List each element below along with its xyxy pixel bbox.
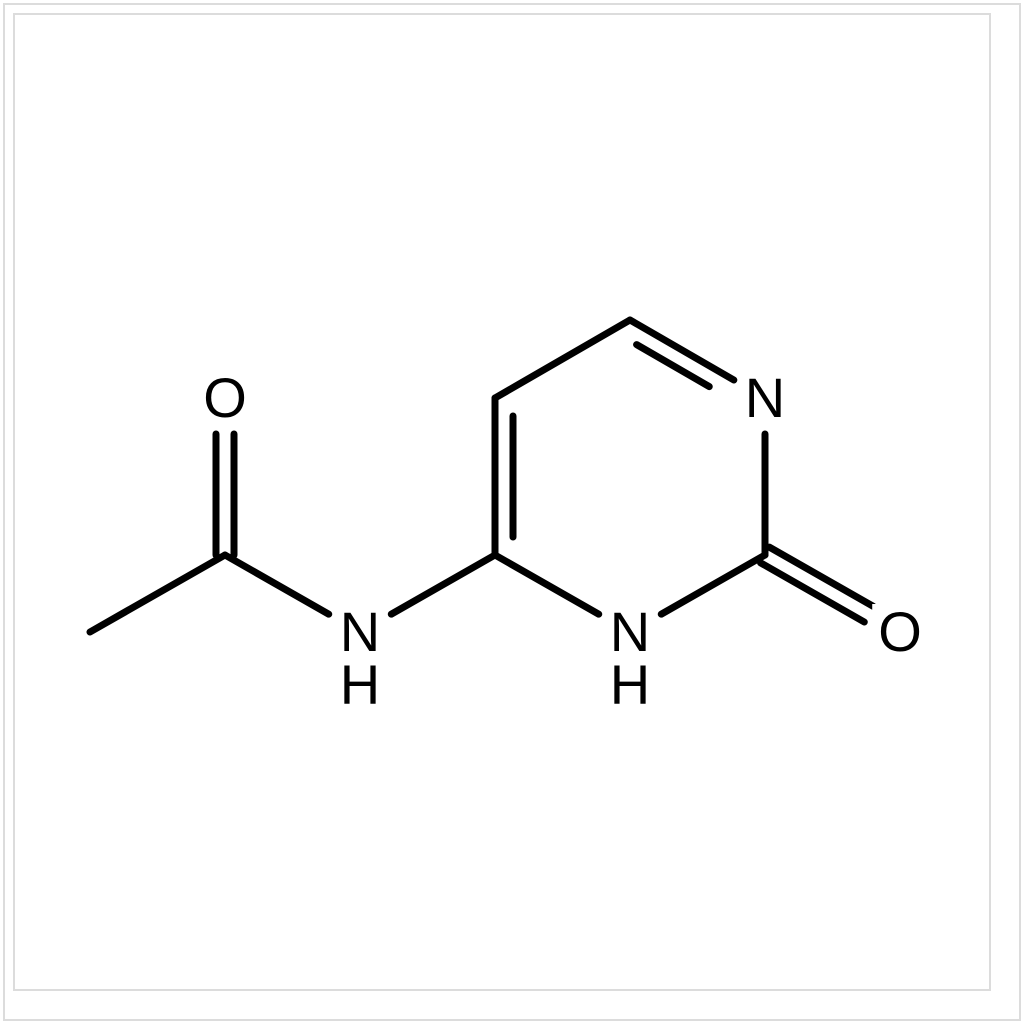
atom-label-n2: N xyxy=(739,370,791,426)
atom-label-o1: O xyxy=(197,370,253,426)
atom-label-n1: N xyxy=(334,604,386,660)
molecule-svg xyxy=(0,0,1024,1024)
atom-label-n3: N xyxy=(604,604,656,660)
atom-h-n3: H xyxy=(604,657,656,713)
atom-label-o2: O xyxy=(872,604,928,660)
atom-h-n1: H xyxy=(334,657,386,713)
